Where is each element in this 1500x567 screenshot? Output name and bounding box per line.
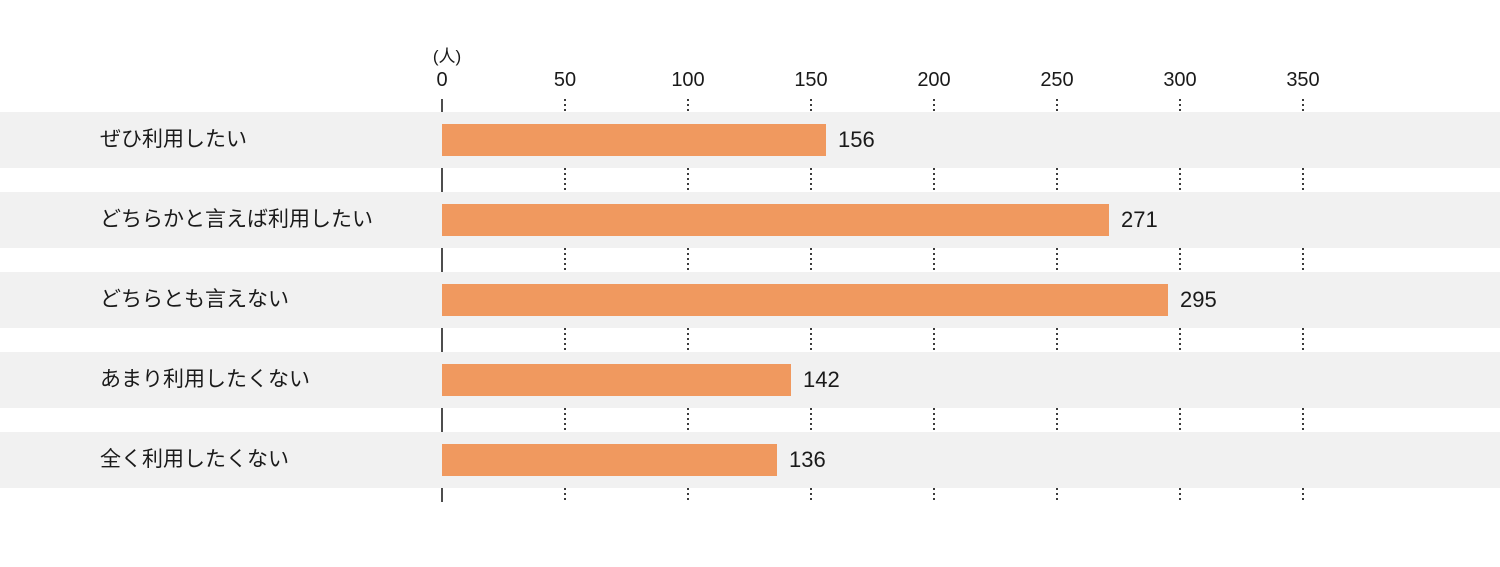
dotted-gridline-segment: [1179, 488, 1181, 502]
dotted-gridline-segment: [1302, 488, 1304, 502]
chart-row: どちらかと言えば利用したい 271: [0, 192, 1500, 248]
x-axis-tick-label: 350: [1286, 69, 1320, 91]
dotted-gridline-segment: [810, 488, 812, 502]
dotted-gridline-segment: [1302, 328, 1304, 352]
bar-value-label: 142: [803, 367, 840, 392]
chart-row: あまり利用したくない 142: [0, 352, 1500, 408]
bar: [442, 444, 777, 476]
dotted-gridline-segment: [1056, 328, 1058, 352]
dotted-gridline-segment: [1056, 408, 1058, 432]
dotted-gridline-segment: [1056, 99, 1058, 112]
chart-row: ぜひ利用したい 156: [0, 112, 1500, 168]
dotted-gridline-segment: [1179, 408, 1181, 432]
dotted-gridline-segment: [810, 328, 812, 352]
x-axis-tick-label: 50: [553, 69, 577, 91]
dotted-gridline-segment: [564, 408, 566, 432]
dotted-gridline-segment: [564, 328, 566, 352]
dotted-gridline-segment: [687, 248, 689, 272]
bar-value-label: 136: [789, 447, 826, 472]
dotted-gridline-segment: [1302, 168, 1304, 192]
dotted-gridline-segment: [687, 99, 689, 112]
bar: [442, 124, 826, 156]
dotted-gridline-segment: [564, 99, 566, 112]
dotted-gridline-segment: [1179, 168, 1181, 192]
dotted-gridline-segment: [1302, 248, 1304, 272]
dotted-gridline-segment: [687, 488, 689, 502]
category-label: あまり利用したくない: [100, 368, 310, 391]
bar: [442, 284, 1168, 316]
dotted-gridline-segment: [687, 168, 689, 192]
x-axis-tick-label: 0: [436, 69, 448, 91]
dotted-gridline-segment: [933, 99, 935, 112]
dotted-gridline-segment: [564, 248, 566, 272]
dotted-gridline-segment: [564, 168, 566, 192]
dotted-gridline-segment: [687, 328, 689, 352]
x-axis-tick-label: 200: [917, 69, 951, 91]
dotted-gridline-segment: [933, 408, 935, 432]
dotted-gridline-segment: [1056, 168, 1058, 192]
axis-unit-label: (人): [432, 47, 462, 66]
dotted-gridline-segment: [810, 248, 812, 272]
dotted-gridline-segment: [1179, 99, 1181, 112]
dotted-gridline-segment: [1056, 248, 1058, 272]
x-axis-tick-label: 150: [794, 69, 828, 91]
bar: [442, 364, 791, 396]
dotted-gridline-segment: [1302, 408, 1304, 432]
dotted-gridline-segment: [933, 328, 935, 352]
bar-value-label: 271: [1121, 207, 1158, 232]
dotted-gridline-segment: [933, 488, 935, 502]
dotted-gridline-segment: [933, 168, 935, 192]
category-label: どちらとも言えない: [100, 288, 289, 311]
category-label: どちらかと言えば利用したい: [100, 208, 373, 231]
dotted-gridline-segment: [1179, 328, 1181, 352]
bar-value-label: 156: [838, 127, 875, 152]
dotted-gridline-segment: [810, 408, 812, 432]
dotted-gridline-segment: [810, 168, 812, 192]
bar-value-label: 295: [1180, 287, 1217, 312]
dotted-gridline-segment: [1179, 248, 1181, 272]
chart-row: どちらとも言えない 295: [0, 272, 1500, 328]
dotted-gridline-segment: [933, 248, 935, 272]
dotted-gridline-segment: [687, 408, 689, 432]
dotted-gridline-segment: [1302, 99, 1304, 112]
x-axis-tick-label: 250: [1040, 69, 1074, 91]
x-axis-tick-label: 300: [1163, 69, 1197, 91]
chart-row: 全く利用したくない 136: [0, 432, 1500, 488]
category-label: 全く利用したくない: [100, 448, 289, 471]
dotted-gridline-segment: [564, 488, 566, 502]
dotted-gridline-segment: [810, 99, 812, 112]
x-axis-tick-label: 100: [671, 69, 705, 91]
dotted-gridline-segment: [1056, 488, 1058, 502]
category-label: ぜひ利用したい: [100, 128, 247, 151]
bar: [442, 204, 1109, 236]
